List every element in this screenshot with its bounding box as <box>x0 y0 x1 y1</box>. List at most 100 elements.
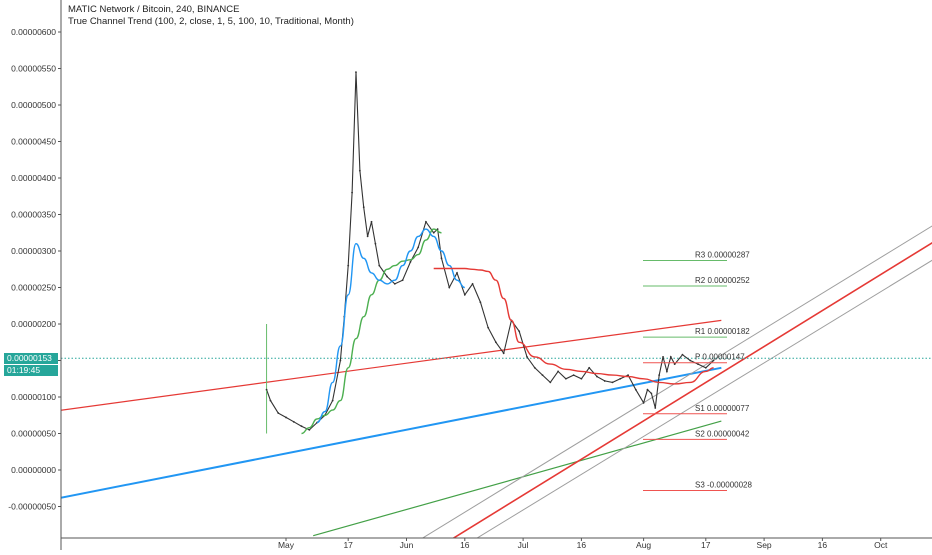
price-point <box>463 293 466 296</box>
price-point <box>339 359 342 362</box>
indicator-curve <box>301 228 442 435</box>
current-price-badge: 0.00000153 <box>4 353 58 364</box>
price-point <box>269 399 272 402</box>
price-point <box>533 366 536 369</box>
y-tick-label: 0.00000550 <box>11 64 56 74</box>
price-point <box>502 352 505 355</box>
price-point <box>370 220 373 223</box>
price-point <box>681 353 684 356</box>
price-point <box>541 374 544 376</box>
trend-line <box>61 319 722 411</box>
x-tick-label: May <box>278 540 295 550</box>
price-point <box>265 388 268 391</box>
price-point <box>331 399 334 402</box>
price-point <box>487 326 490 329</box>
price-point <box>654 407 657 409</box>
price-point <box>440 257 443 260</box>
price-point <box>627 374 629 376</box>
y-tick-label: 0.00000350 <box>11 210 56 220</box>
price-point <box>494 341 497 344</box>
pivot-level-label: P 0.00000147 <box>695 353 745 362</box>
price-point <box>642 401 645 404</box>
price-point <box>580 377 583 380</box>
price-point <box>669 355 672 358</box>
indicator-curve <box>316 228 465 424</box>
y-tick-label: 0.00000600 <box>11 27 56 37</box>
symbol-title: MATIC Network / Bitcoin, 240, BINANCE <box>68 4 240 15</box>
price-point <box>557 370 559 373</box>
price-point <box>673 363 676 366</box>
price-point <box>689 359 692 362</box>
x-tick-label: Oct <box>874 540 888 550</box>
countdown-badge: 01:19:45 <box>4 365 58 376</box>
price-point <box>292 420 295 423</box>
price-point <box>526 355 528 358</box>
price-point <box>588 366 591 369</box>
price-point <box>572 374 575 376</box>
price-series-line <box>266 72 714 431</box>
price-point <box>646 388 649 391</box>
price-point <box>611 381 614 384</box>
trend-line <box>452 241 932 538</box>
x-tick-label: 16 <box>818 540 828 550</box>
y-tick-label: 0.00000500 <box>11 100 56 110</box>
plot-area: R3 0.00000287 R2 0.00000252 R1 0.00000182 P… <box>61 71 932 538</box>
price-point <box>366 235 369 238</box>
price-point <box>650 392 653 395</box>
price-point <box>417 246 420 249</box>
pivot-level-label: S2 0.00000042 <box>695 429 750 438</box>
price-point <box>393 282 396 285</box>
price-point <box>378 264 381 267</box>
price-point <box>704 366 707 369</box>
y-tick-label: 0.00000000 <box>11 465 56 475</box>
price-point <box>479 301 482 303</box>
trend-line <box>421 225 932 538</box>
y-tick-label: 0.00000450 <box>11 137 56 147</box>
price-point <box>471 282 474 285</box>
price-point <box>358 169 361 172</box>
price-point <box>425 220 427 223</box>
price-point <box>456 272 458 274</box>
price-point <box>518 330 521 333</box>
price-point <box>697 363 699 366</box>
price-point <box>619 377 622 380</box>
price-point <box>308 428 311 431</box>
y-tick-label: -0.00000050 <box>8 502 56 512</box>
price-point <box>448 286 451 289</box>
y-tick-label: 0.00000300 <box>11 246 56 256</box>
price-point <box>436 228 439 231</box>
trend-line <box>61 366 722 499</box>
x-tick-label: 16 <box>577 540 587 550</box>
price-point <box>662 355 664 358</box>
price-point <box>362 206 365 209</box>
price-point <box>666 370 668 373</box>
x-tick-label: Jul <box>518 540 529 550</box>
x-tick-label: 17 <box>343 540 353 550</box>
price-point <box>432 231 435 234</box>
price-point <box>355 71 357 74</box>
price-point <box>549 381 552 384</box>
price-point <box>712 359 715 362</box>
y-tick-label: 0.00000200 <box>11 319 56 329</box>
y-tick-label: 0.00000050 <box>11 429 56 439</box>
trend-line <box>313 420 722 537</box>
x-tick-label: Jun <box>400 540 414 550</box>
trend-line <box>476 259 932 538</box>
price-point <box>596 375 598 378</box>
y-tick-label: 0.00000250 <box>11 283 56 293</box>
price-point <box>603 380 606 382</box>
x-tick-label: Aug <box>636 540 651 550</box>
pivot-level-label: S3 -0.00000028 <box>695 480 752 489</box>
indicator-curve <box>433 267 714 385</box>
y-tick-label: 0.00000100 <box>11 392 56 402</box>
pivot-level-label: R2 0.00000252 <box>695 276 750 285</box>
price-point <box>401 279 404 282</box>
x-tick-label: 16 <box>460 540 470 550</box>
price-point <box>347 264 350 267</box>
y-tick-label: 0.00000400 <box>11 173 56 183</box>
pivot-level-label: R3 0.00000287 <box>695 250 750 259</box>
x-tick-label: Sep <box>757 540 772 550</box>
price-point <box>409 261 412 263</box>
